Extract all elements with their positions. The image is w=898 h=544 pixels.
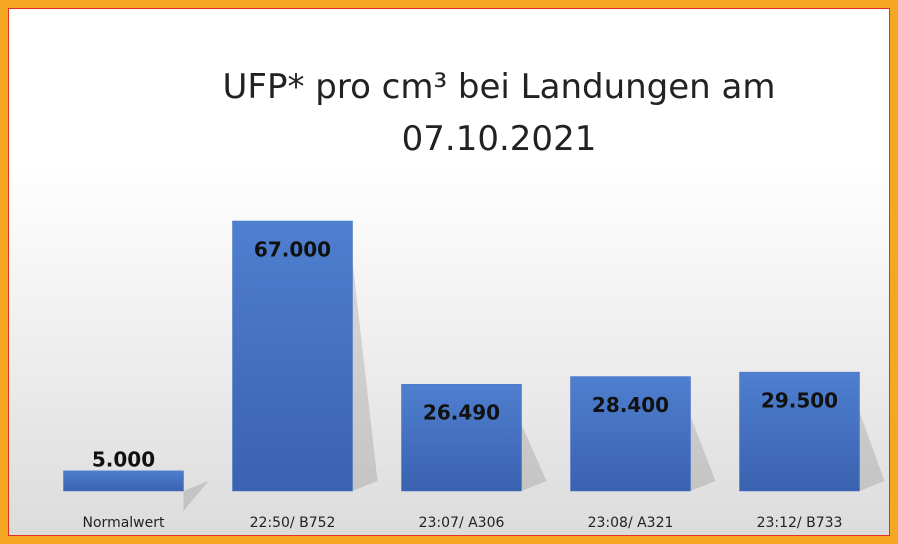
data-label: 29.500 (761, 389, 838, 413)
bar (63, 470, 184, 492)
bar-shadow (521, 424, 547, 491)
bar-shadow (352, 261, 378, 491)
chart: 5.000 Normalwert 67.000 22:50/ B752 26.490 23… (63, 220, 885, 531)
bar-shadow (183, 481, 209, 511)
bar-shadow (859, 412, 885, 491)
data-label: 26.490 (423, 401, 500, 425)
x-tick-label: 23:12/ B733 (757, 515, 843, 531)
x-tick-label: 23:07/ A306 (419, 515, 505, 531)
bar (739, 371, 860, 492)
data-label: 28.400 (592, 393, 669, 417)
bar-shadow (690, 416, 716, 491)
chart-area: UFP* pro cm³ bei Landungen am 07.10.2021… (8, 8, 890, 536)
bar (232, 220, 353, 492)
bar (401, 383, 522, 492)
chart-title: UFP* pro cm³ bei Landungen am 07.10.2021 (222, 67, 776, 159)
data-label: 5.000 (92, 447, 155, 471)
bar (570, 376, 691, 492)
x-tick-label: 23:08/ A321 (588, 515, 674, 531)
data-label: 67.000 (254, 238, 331, 262)
x-tick-label: 22:50/ B752 (250, 515, 336, 531)
x-tick-label: Normalwert (83, 515, 165, 531)
